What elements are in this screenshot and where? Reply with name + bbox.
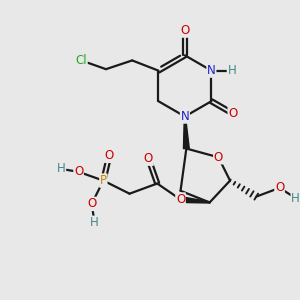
Text: O: O: [87, 197, 96, 210]
Text: Cl: Cl: [75, 54, 87, 67]
Text: O: O: [180, 24, 190, 37]
Polygon shape: [183, 116, 189, 149]
Text: H: H: [291, 192, 300, 205]
Text: O: O: [144, 152, 153, 165]
Text: O: O: [228, 107, 238, 120]
Text: H: H: [57, 162, 65, 176]
Text: N: N: [181, 110, 189, 123]
Text: H: H: [90, 216, 99, 229]
Text: H: H: [227, 64, 236, 77]
Text: O: O: [275, 182, 284, 194]
Text: O: O: [104, 149, 114, 162]
Text: N: N: [207, 64, 216, 77]
Text: O: O: [176, 193, 185, 206]
Polygon shape: [180, 196, 210, 203]
Text: O: O: [214, 151, 223, 164]
Text: O: O: [74, 165, 83, 178]
Text: P: P: [100, 174, 107, 187]
